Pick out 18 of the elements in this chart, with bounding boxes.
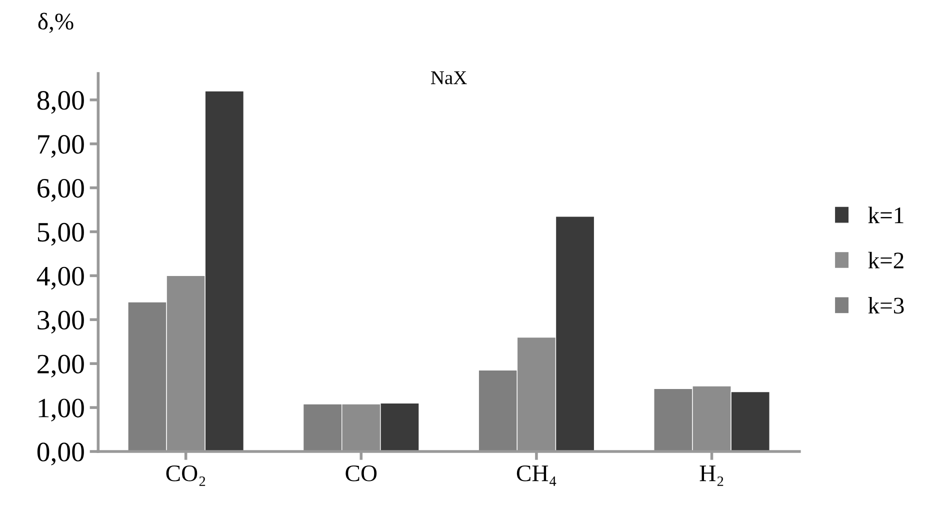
y-tick-label: 5,00 xyxy=(38,222,84,246)
y-tick-label: 4,00 xyxy=(36,266,84,290)
chart-title: NaX xyxy=(431,71,467,84)
y-tick-label: 2,00 xyxy=(38,354,84,378)
x-tick-label: H₂ xyxy=(700,466,724,486)
y-axis-title: δ,% xyxy=(38,12,74,33)
y-tick-label: 1,00 xyxy=(38,398,84,422)
legend-label: k=2 xyxy=(868,252,904,268)
y-tick-label: 0,00 xyxy=(37,442,84,466)
y-tick-label: 6,00 xyxy=(38,178,84,202)
x-tick-label: CO₂ xyxy=(166,465,206,486)
y-tick-label: 8,00 xyxy=(37,91,84,114)
legend-label: k=3 xyxy=(868,297,904,314)
y-tick-label: 3,00 xyxy=(38,310,84,334)
legend-label: k=1 xyxy=(868,206,904,224)
x-tick-label: CH₄ xyxy=(516,465,556,486)
y-tick-label: 7,00 xyxy=(38,134,84,158)
x-tick-label: CO xyxy=(346,465,377,482)
